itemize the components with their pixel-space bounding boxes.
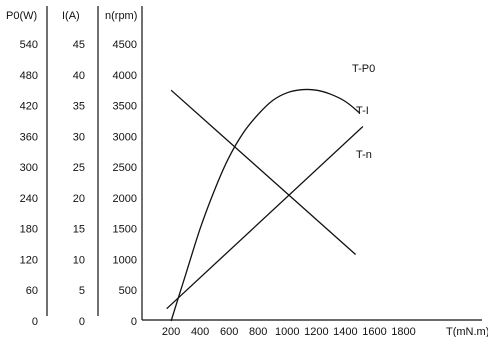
x-tick-label: 1200 <box>304 326 328 337</box>
p0-tick-label: 120 <box>20 254 38 266</box>
series-t-n-line <box>166 126 364 310</box>
n-tick-label: 3000 <box>113 131 137 143</box>
n-tick-label: 4000 <box>113 70 137 82</box>
x-tick-label: 1800 <box>391 326 415 337</box>
x-tick-label: 1600 <box>362 326 386 337</box>
i-tick-label: 15 <box>73 224 85 236</box>
series-t-i-line <box>170 89 357 255</box>
n-tick-label: 2000 <box>113 193 137 205</box>
p0-axis-title: P0(W) <box>6 10 37 22</box>
n-tick-label: 1000 <box>113 254 137 266</box>
i-tick-label: 45 <box>73 39 85 51</box>
n-tick-label: 4500 <box>113 39 137 51</box>
i-tick-label: 25 <box>73 162 85 174</box>
x-tick-label: 200 <box>162 326 180 337</box>
i-tick-label: 10 <box>73 254 85 266</box>
p0-tick-labels: 0 60 120 180 240 300 360 420 480 540 <box>20 39 38 328</box>
n-tick-label: 1500 <box>113 224 137 236</box>
i-tick-label: 35 <box>73 101 85 113</box>
p0-tick-label: 60 <box>26 285 38 297</box>
n-tick-label: 3500 <box>113 101 137 113</box>
series-t-p0-line <box>170 88 361 322</box>
series-label-t-p0: T-P0 <box>352 63 375 75</box>
series-label-t-i: T-I <box>356 105 369 117</box>
series-layer <box>166 88 364 322</box>
p0-tick-label: 360 <box>20 131 38 143</box>
x-tick-label: 1400 <box>333 326 357 337</box>
i-tick-label: 40 <box>73 70 85 82</box>
x-tick-labels: 200 400 600 800 1000 1200 1400 1600 1800 <box>162 326 416 337</box>
p0-tick-label: 300 <box>20 162 38 174</box>
n-tick-label: 0 <box>131 316 137 328</box>
p0-tick-label: 180 <box>20 224 38 236</box>
p0-tick-label: 240 <box>20 193 38 205</box>
i-tick-label: 20 <box>73 193 85 205</box>
i-tick-labels: 0 5 10 15 20 25 30 35 40 45 <box>73 39 85 328</box>
i-tick-label: 30 <box>73 131 85 143</box>
series-label-t-n: T-n <box>356 149 372 161</box>
i-tick-label: 0 <box>79 316 85 328</box>
p0-tick-label: 540 <box>20 39 38 51</box>
x-tick-label: 1000 <box>275 326 299 337</box>
p0-tick-label: 420 <box>20 101 38 113</box>
x-tick-label: 600 <box>220 326 238 337</box>
i-axis-title: I(A) <box>62 10 80 22</box>
n-tick-label: 2500 <box>113 162 137 174</box>
x-axis-title: T(mN.m) <box>446 326 488 337</box>
p0-tick-label: 0 <box>32 316 38 328</box>
n-tick-label: 500 <box>119 285 137 297</box>
n-axis-title: n(rpm) <box>105 10 137 22</box>
x-tick-label: 400 <box>191 326 209 337</box>
i-tick-label: 5 <box>79 285 85 297</box>
x-tick-label: 800 <box>249 326 267 337</box>
n-tick-labels: 0 500 1000 1500 2000 2500 3000 3500 4000 4500 <box>113 39 137 328</box>
p0-tick-label: 480 <box>20 70 38 82</box>
